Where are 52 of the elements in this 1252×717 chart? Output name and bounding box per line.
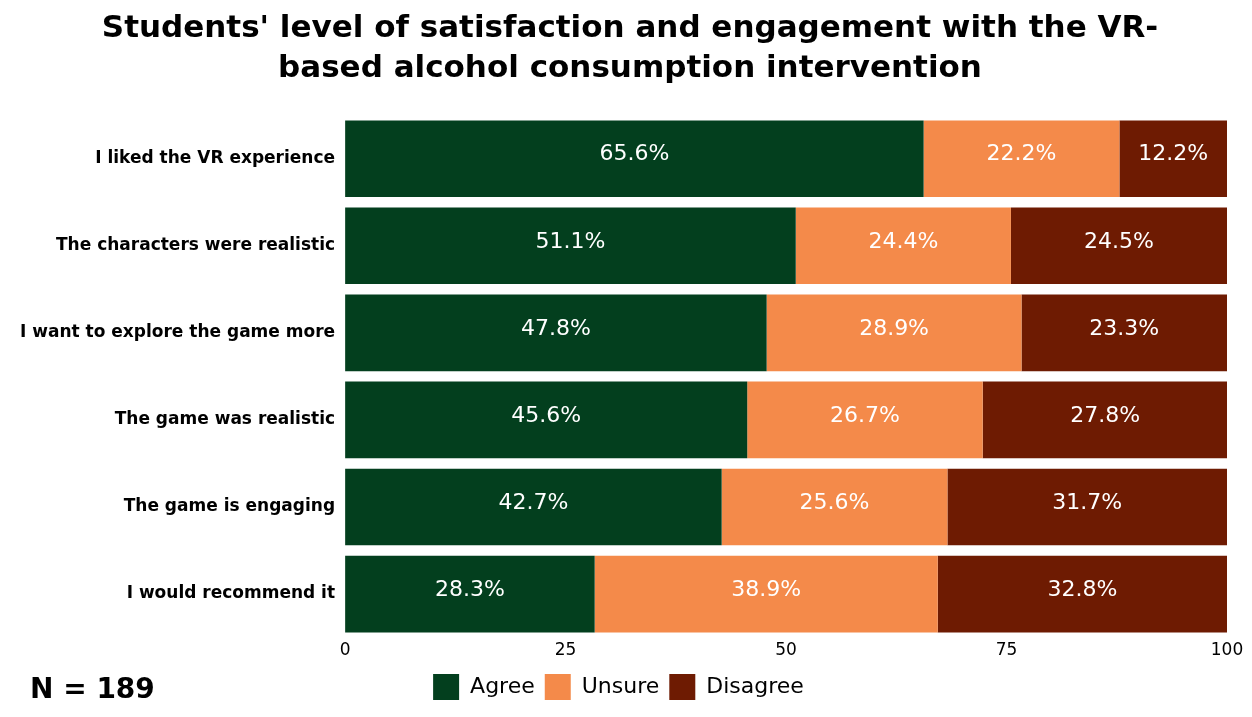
legend-label: Disagree: [706, 672, 804, 698]
bar: [1010, 207, 1227, 285]
bar: [345, 555, 595, 633]
x-tick-label: 0: [339, 639, 351, 660]
data-label: 47.8%: [520, 314, 591, 340]
x-tick-label: 25: [554, 639, 577, 660]
bar: [345, 294, 767, 372]
bar: [1119, 120, 1227, 198]
bar: [982, 381, 1227, 459]
x-tick-label: 100: [1210, 639, 1244, 660]
data-label: 28.3%: [434, 575, 505, 601]
y-tick-label: The game is engaging: [123, 495, 336, 516]
bar: [594, 555, 938, 633]
data-label: 28.9%: [859, 314, 930, 340]
data-label: 42.7%: [498, 488, 569, 514]
y-tick-label: I would recommend it: [126, 582, 336, 603]
bar: [795, 207, 1011, 285]
bar: [345, 120, 924, 198]
bar: [721, 468, 948, 546]
data-label: 22.2%: [986, 140, 1057, 166]
data-label: 32.8%: [1047, 575, 1118, 601]
data-label: 31.7%: [1052, 488, 1123, 514]
data-label: 25.6%: [799, 488, 870, 514]
data-label: 24.4%: [868, 227, 939, 253]
data-label: 26.7%: [830, 401, 900, 427]
data-label: 23.3%: [1089, 314, 1160, 340]
bar: [345, 381, 748, 459]
bar: [1021, 294, 1227, 372]
data-label: 65.6%: [599, 140, 670, 166]
bar: [766, 294, 1022, 372]
text: N = 189: [30, 672, 155, 705]
data-label: 51.1%: [535, 227, 606, 253]
bar: [345, 207, 796, 285]
legend-label: Agree: [470, 672, 535, 698]
y-tick-label: I want to explore the game more: [19, 321, 336, 342]
data-label: 12.2%: [1138, 140, 1209, 166]
y-tick-label: The game was realistic: [114, 408, 336, 429]
y-tick-label: The characters were realistic: [56, 234, 336, 255]
bar: [923, 120, 1120, 198]
data-label: 24.5%: [1084, 227, 1154, 253]
legend-label: Unsure: [581, 672, 660, 698]
x-tick-label: 50: [775, 639, 797, 660]
x-tick-label: 75: [995, 639, 1018, 660]
chart-title: Students' level of satisfaction and engagement with the VR-based alcohol consumption intervention: [100, 7, 1160, 86]
y-tick-label: I liked the VR experience: [95, 147, 336, 168]
data-label: 38.9%: [731, 575, 802, 601]
bar: [345, 468, 722, 546]
bar: [747, 381, 983, 459]
bar: [947, 468, 1227, 546]
data-label: 27.8%: [1070, 401, 1141, 427]
data-label: 45.6%: [511, 401, 582, 427]
bar: [937, 555, 1227, 633]
